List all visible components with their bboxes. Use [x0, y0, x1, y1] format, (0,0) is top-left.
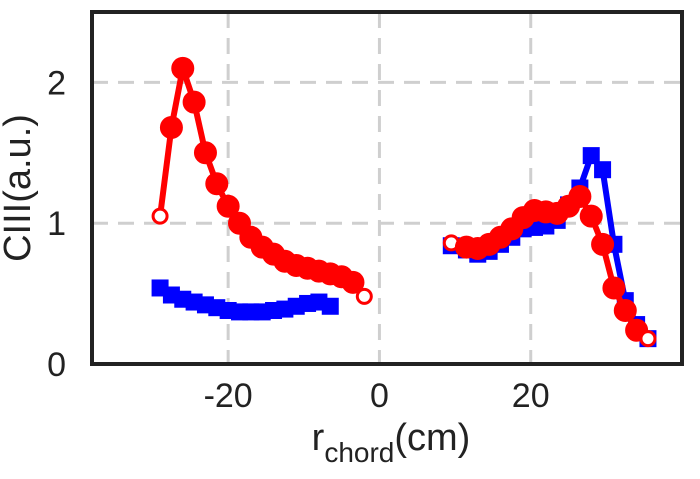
data-point: [205, 172, 229, 196]
y-tick-label: 0: [47, 346, 66, 384]
data-point: [182, 90, 206, 114]
data-point: [341, 270, 365, 294]
x-axis-label-main: r: [312, 417, 325, 459]
x-axis-label: rchord(cm): [312, 417, 471, 468]
data-point: [568, 184, 592, 208]
data-point: [582, 147, 600, 165]
plot-frame: [90, 10, 684, 366]
data-point: [159, 115, 183, 139]
data-point: [193, 141, 217, 165]
data-point: [594, 161, 612, 179]
data-point: [171, 56, 195, 80]
data-point: [216, 194, 240, 218]
data-point: [579, 204, 603, 228]
data-point: [355, 287, 373, 305]
x-tick-label: 20: [512, 377, 550, 415]
x-axis-label-sub: chord: [324, 437, 394, 468]
data-point: [151, 207, 169, 225]
tick-labels: -20 0 20 0 1 2: [47, 64, 550, 415]
plot-series: [151, 56, 657, 348]
data-point: [321, 297, 339, 315]
x-axis-label-unit: (cm): [394, 417, 470, 459]
data-point: [602, 276, 626, 300]
y-tick-label: 2: [47, 64, 66, 102]
data-point: [613, 298, 637, 322]
series-1: [151, 56, 657, 348]
data-point: [639, 330, 657, 348]
x-tick-label: -20: [204, 377, 253, 415]
y-tick-label: 1: [47, 205, 66, 243]
data-point: [591, 232, 615, 256]
y-axis-label: CIII(a.u.): [0, 114, 39, 262]
x-tick-label: 0: [370, 377, 389, 415]
